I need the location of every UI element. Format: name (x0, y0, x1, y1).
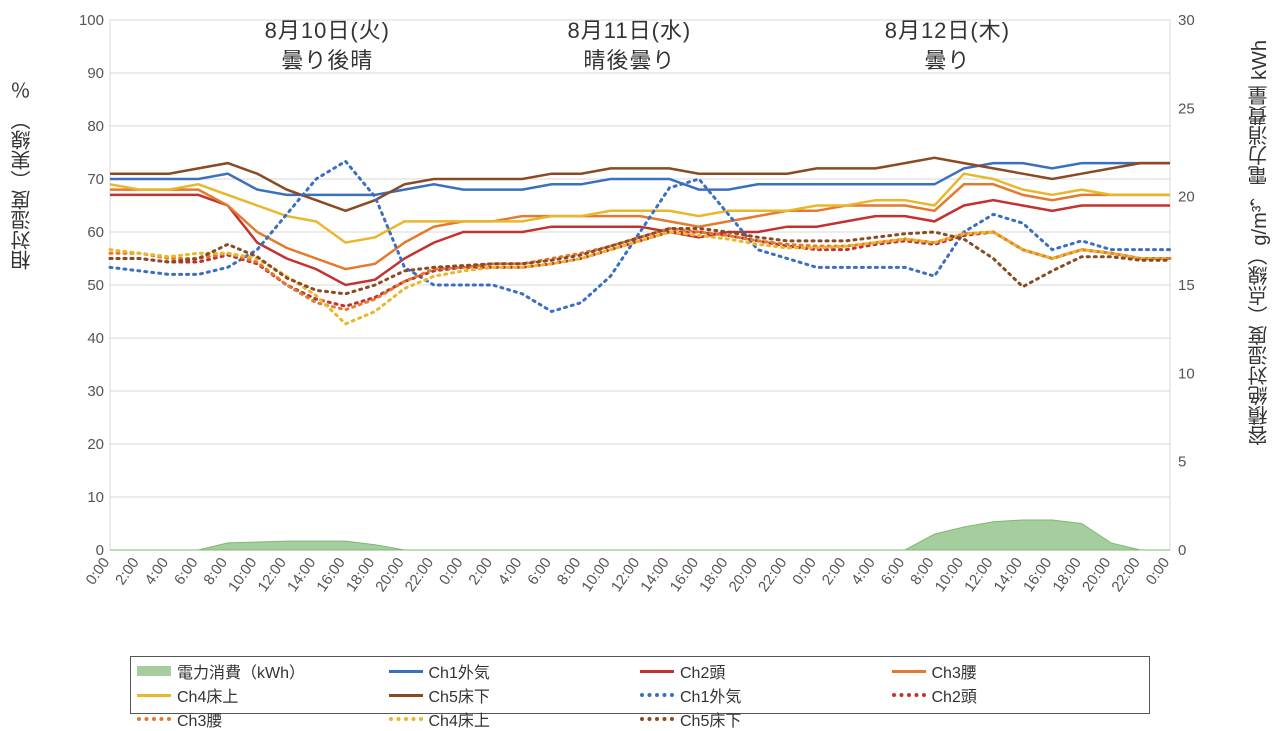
x-tick: 12:00 (961, 555, 996, 596)
legend-ch1rh: Ch1外気 (389, 659, 641, 683)
legend-swatch (389, 670, 423, 673)
legend-swatch (640, 670, 674, 673)
legend-label: Ch5床下 (429, 683, 490, 707)
x-tick: 18:00 (343, 555, 378, 596)
x-tick: 2:00 (112, 555, 143, 589)
legend-ch5ah: Ch5床下 (640, 707, 892, 731)
legend-label: Ch3腰 (177, 707, 222, 731)
legend-label: Ch5床下 (680, 707, 741, 731)
chart-area: 01020304050607080901000510152025300:002:… (80, 10, 1200, 570)
legend-ch4ah: Ch4床上 (389, 707, 641, 731)
y-right-tick: 0 (1178, 542, 1186, 559)
x-tick: 22:00 (755, 555, 790, 596)
x-tick: 10:00 (578, 555, 613, 596)
legend-swatch (389, 717, 423, 721)
y-right-tick: 20 (1178, 189, 1195, 206)
y-left-tick: 10 (87, 489, 104, 506)
legend-label: 電力消費（kWh） (177, 659, 305, 683)
legend-ch3rh: Ch3腰 (892, 659, 1144, 683)
x-tick: 16:00 (313, 555, 348, 596)
x-tick: 2:00 (819, 555, 850, 589)
y-right-tick: 5 (1178, 454, 1186, 471)
y-right-tick: 10 (1178, 365, 1195, 382)
legend-label: Ch4床上 (429, 707, 490, 731)
x-tick: 2:00 (465, 555, 496, 589)
x-tick: 4:00 (141, 555, 172, 589)
date-annotation: 8月10日(火)曇り後晴 (237, 16, 417, 75)
legend-ch4rh: Ch4床上 (137, 683, 389, 707)
legend-swatch (389, 694, 423, 697)
y-left-tick: 100 (80, 12, 104, 29)
x-tick: 10:00 (225, 555, 260, 596)
x-tick: 12:00 (608, 555, 643, 596)
legend-ch2ah: Ch2頭 (892, 683, 1144, 707)
y-left-tick: 50 (87, 277, 104, 294)
y-left-tick: 80 (87, 118, 104, 135)
x-tick: 14:00 (991, 555, 1026, 596)
x-tick: 6:00 (878, 555, 909, 589)
y-left-tick: 60 (87, 224, 104, 241)
y-left-tick: 40 (87, 330, 104, 347)
legend-label: Ch1外気 (429, 659, 490, 683)
x-tick: 20:00 (372, 555, 407, 596)
legend-label: Ch2頭 (680, 659, 725, 683)
x-tick: 16:00 (1020, 555, 1055, 596)
legend-swatch (137, 694, 171, 697)
y-left-tick: 30 (87, 383, 104, 400)
date-annotation: 8月12日(木)曇り (857, 16, 1037, 75)
date-annotation: 8月11日(水)晴後曇り (539, 16, 719, 75)
x-tick: 14:00 (637, 555, 672, 596)
x-tick: 20:00 (1079, 555, 1114, 596)
y-axis-left-label: 相対湿度（実線） ％ (8, 80, 37, 270)
y-right-tick: 15 (1178, 277, 1195, 294)
x-tick: 22:00 (1108, 555, 1143, 596)
y-left-tick: 20 (87, 436, 104, 453)
legend-ch5rh: Ch5床下 (389, 683, 641, 707)
x-tick: 22:00 (402, 555, 437, 596)
x-tick: 0:00 (1143, 555, 1174, 589)
legend-swatch (640, 717, 674, 721)
x-tick: 0:00 (436, 555, 467, 589)
y-right-tick: 25 (1178, 100, 1195, 117)
x-tick: 12:00 (254, 555, 289, 596)
legend-swatch (892, 670, 926, 673)
x-tick: 20:00 (726, 555, 761, 596)
legend-label: Ch4床上 (177, 683, 238, 707)
x-tick: 6:00 (171, 555, 202, 589)
legend-swatch (137, 666, 171, 676)
y-left-tick: 90 (87, 65, 104, 82)
x-tick: 14:00 (284, 555, 319, 596)
x-tick: 6:00 (524, 555, 555, 589)
x-tick: 0:00 (83, 555, 114, 589)
x-tick: 4:00 (495, 555, 526, 589)
legend-power: 電力消費（kWh） (137, 659, 389, 683)
x-tick: 16:00 (667, 555, 702, 596)
y-axis-right-label: 容積絶対湿度（点線）g/m³，電力消費量 kWh (1245, 40, 1274, 446)
legend-ch2rh: Ch2頭 (640, 659, 892, 683)
x-tick: 18:00 (1049, 555, 1084, 596)
y-left-tick: 70 (87, 171, 104, 188)
legend-label: Ch3腰 (932, 659, 977, 683)
legend: 電力消費（kWh）Ch1外気Ch2頭Ch3腰Ch4床上Ch5床下Ch1外気Ch2… (130, 656, 1150, 714)
x-tick: 0:00 (789, 555, 820, 589)
legend-swatch (640, 693, 674, 697)
x-tick: 4:00 (848, 555, 879, 589)
chart-svg: 01020304050607080901000510152025300:002:… (80, 10, 1200, 640)
y-right-tick: 30 (1178, 12, 1195, 29)
x-tick: 10:00 (932, 555, 967, 596)
legend-ch1ah: Ch1外気 (640, 683, 892, 707)
legend-swatch (137, 717, 171, 721)
x-tick: 18:00 (696, 555, 731, 596)
legend-swatch (892, 693, 926, 697)
legend-label: Ch1外気 (680, 683, 741, 707)
legend-label: Ch2頭 (932, 683, 977, 707)
legend-ch3ah: Ch3腰 (137, 707, 389, 731)
